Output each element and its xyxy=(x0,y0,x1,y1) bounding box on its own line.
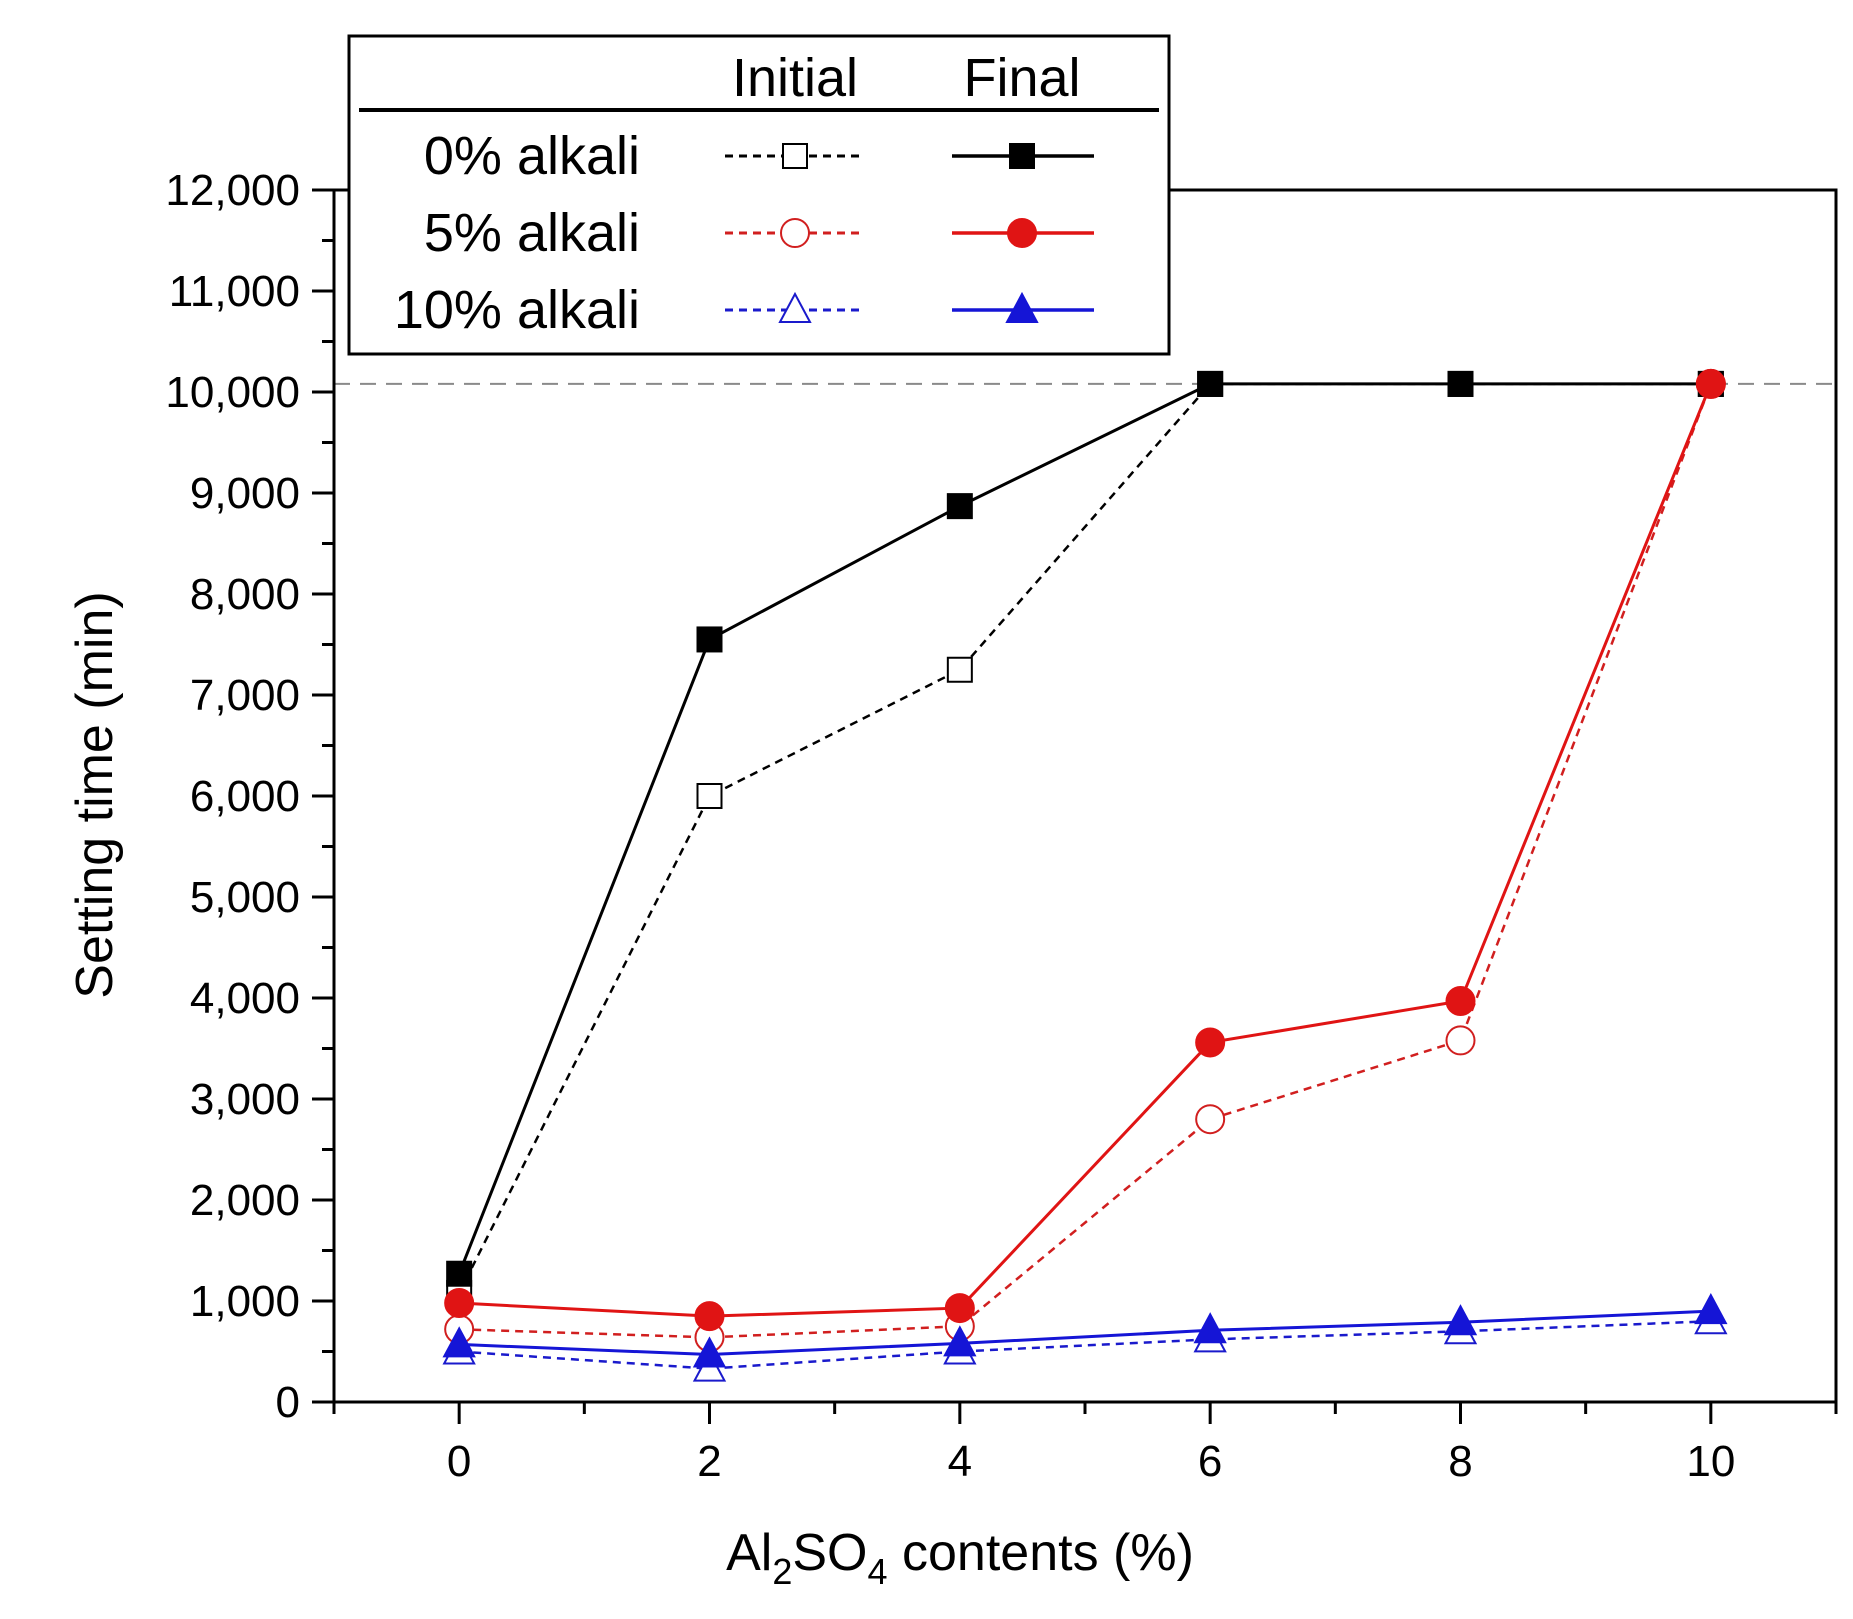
y-tick-label: 8,000 xyxy=(190,570,300,619)
x-tick-label: 6 xyxy=(1198,1437,1222,1486)
data-point-5-alkali-final xyxy=(444,1288,475,1319)
y-axis-title: Setting time (min) xyxy=(66,591,124,998)
y-tick-label: 3,000 xyxy=(190,1075,300,1124)
data-point-5-alkali-final xyxy=(694,1301,725,1332)
series-line-0-alkali-final xyxy=(457,382,1711,1275)
y-tick-label: 5,000 xyxy=(190,873,300,922)
series-line-5-alkali-final xyxy=(459,383,1713,1318)
y-tick-label: 6,000 xyxy=(190,772,300,821)
plot-frame xyxy=(332,188,1838,1404)
x-tick-label: 0 xyxy=(447,1437,471,1486)
y-tick-label: 4,000 xyxy=(190,974,300,1023)
data-point-10-alkali-final xyxy=(442,1326,476,1358)
x-tick-label: 10 xyxy=(1686,1437,1735,1486)
y-tick-label: 2,000 xyxy=(190,1176,300,1225)
data-point-5-alkali-final xyxy=(1195,1027,1226,1058)
y-tick-label: 12,000 xyxy=(165,166,300,215)
x-tick-label: 8 xyxy=(1448,1437,1472,1486)
data-point-10-alkali-final xyxy=(1694,1292,1728,1325)
series-10-alkali-initial xyxy=(442,1303,1728,1382)
legend-header-final: Final xyxy=(963,48,1080,108)
data-point-0-alkali-initial xyxy=(946,656,973,683)
data-point-0-alkali-final xyxy=(1197,370,1224,397)
data-point-0-alkali-final xyxy=(946,493,973,520)
data-point-5-alkali-initial xyxy=(1445,1025,1476,1056)
x-tick-label: 4 xyxy=(948,1437,972,1486)
y-tick-label: 9,000 xyxy=(190,469,300,518)
data-point-5-alkali-final xyxy=(1445,986,1476,1017)
legend-row-label: 0% alkali xyxy=(424,126,640,186)
x-axis-title-part-b: SO xyxy=(792,1524,867,1582)
series-line-10-alkali-initial xyxy=(459,1319,1711,1370)
legend-row-label: 5% alkali xyxy=(424,203,640,263)
data-point-0-alkali-final xyxy=(696,626,723,653)
legend-marker-10-alkali-final xyxy=(1005,291,1039,323)
series-line-10-alkali-final xyxy=(459,1309,1711,1357)
x-axis-title-part-a: Al xyxy=(726,1524,772,1582)
legend-marker-5-alkali-initial xyxy=(780,218,810,248)
data-point-10-alkali-final xyxy=(1443,1304,1478,1336)
x-axis-title-sub-2: 4 xyxy=(868,1551,888,1592)
legend-marker-10-alkali-initial xyxy=(778,291,812,323)
legend-marker-0-alkali-final xyxy=(1009,143,1035,169)
data-point-10-alkali-final xyxy=(692,1336,727,1368)
legend-row-label: 10% alkali xyxy=(394,280,640,340)
series-5-alkali-final xyxy=(444,368,1726,1332)
series-0-alkali-initial xyxy=(446,370,1724,1306)
legend-box xyxy=(347,34,1171,356)
data-point-10-alkali-final xyxy=(1193,1312,1227,1344)
legend-header-initial: Initial xyxy=(732,48,858,108)
data-point-0-alkali-initial xyxy=(696,783,723,809)
data-point-5-alkali-final xyxy=(944,1293,975,1324)
legend-marker-0-alkali-initial xyxy=(782,143,808,169)
data-point-5-alkali-initial xyxy=(1195,1104,1226,1135)
data-point-5-alkali-final xyxy=(1695,368,1726,399)
series-line-0-alkali-initial xyxy=(458,382,1711,1294)
data-point-10-alkali-final xyxy=(943,1325,977,1357)
x-axis-title: Al2SO4 contents (%) xyxy=(726,1524,1194,1592)
data-point-0-alkali-final xyxy=(446,1260,473,1287)
x-axis-title-part-c: contents (%) xyxy=(888,1524,1194,1582)
y-tick-label: 0 xyxy=(276,1378,300,1427)
y-tick-label: 11,000 xyxy=(169,267,300,316)
y-tick-label: 1,000 xyxy=(190,1277,300,1326)
x-axis-title-sub-1: 2 xyxy=(772,1551,792,1592)
data-point-0-alkali-final xyxy=(1447,370,1474,397)
series-10-alkali-final xyxy=(442,1292,1728,1368)
y-tick-label: 7,000 xyxy=(190,671,300,720)
legend-marker-5-alkali-final xyxy=(1007,218,1037,248)
x-tick-label: 2 xyxy=(697,1437,721,1486)
y-tick-label: 10,000 xyxy=(165,368,300,417)
series-5-alkali-initial xyxy=(444,368,1726,1353)
series-line-5-alkali-initial xyxy=(459,383,1713,1339)
